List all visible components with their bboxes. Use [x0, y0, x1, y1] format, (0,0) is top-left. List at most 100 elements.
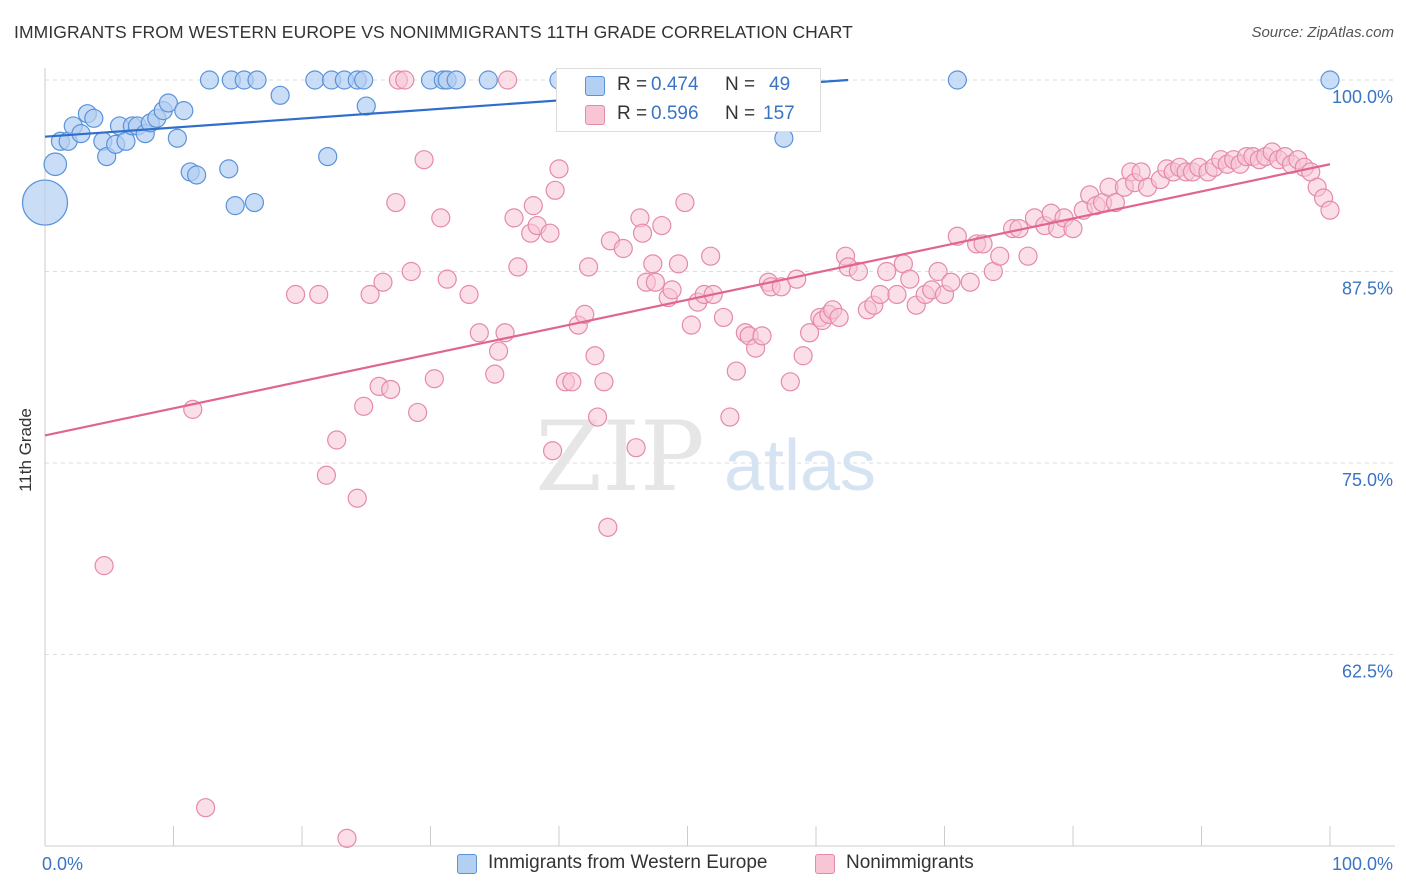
pink-point [401, 261, 421, 282]
legend-n-label: N = [725, 74, 756, 95]
tick-labels: 62.5% 75.0% 87.5% 100.0% 0.0% 100.0% [42, 87, 1393, 874]
pink-point [887, 284, 907, 305]
pink-point [523, 196, 543, 216]
pink-point [713, 307, 734, 328]
pink-point [652, 215, 672, 236]
legend-swatch-blue [585, 76, 605, 96]
blue-point [354, 70, 374, 90]
legend-n-value-blue: 49 [769, 74, 791, 95]
bottom-legend-label-blue: Immigrants from Western Europe [488, 852, 768, 873]
legend-r-value-blue: 0.474 [651, 74, 699, 95]
pink-point [545, 180, 565, 200]
pink-point [870, 284, 890, 305]
legend-n-value-pink: 157 [763, 103, 795, 124]
pink-point [587, 407, 608, 427]
pink-point [347, 488, 367, 508]
pink-point [354, 396, 374, 416]
blue-point [187, 165, 207, 185]
watermark: ZIP atlas [535, 401, 876, 513]
pink-point [645, 272, 665, 292]
legend-swatch-pink [585, 105, 605, 125]
pink-point [632, 223, 653, 243]
blue-point [21, 179, 69, 226]
blue-point [199, 70, 220, 90]
pink-point [381, 379, 401, 400]
legend-r-label: R = [617, 74, 648, 95]
pink-point [594, 372, 614, 392]
legend-row-blue: R = 0.474 N = 49 [557, 71, 820, 101]
pink-point [877, 261, 897, 282]
blue-point [174, 101, 194, 121]
pink-point [1018, 246, 1038, 266]
y-tick-label: 75.0% [1342, 470, 1393, 490]
pink-point [626, 438, 646, 458]
pink-point [578, 257, 599, 277]
pink-point [414, 150, 434, 170]
blue-point [1320, 70, 1340, 90]
watermark-atlas: atlas [724, 426, 876, 506]
y-axis-label-box: 11th Grade [6, 400, 46, 500]
pink-point [549, 159, 569, 179]
pink-point [504, 208, 524, 228]
pink-point [928, 261, 948, 282]
pink-point [540, 223, 560, 243]
pink-point [327, 430, 347, 450]
pink-point [643, 254, 663, 274]
pink-point [947, 226, 967, 246]
pink-point [752, 326, 772, 346]
pink-point [489, 341, 509, 361]
blue-point [84, 108, 104, 128]
pink-point [360, 284, 380, 305]
pink-series-points [94, 70, 1340, 848]
blue-point [318, 147, 338, 167]
pink-point [575, 304, 595, 324]
pink-point [408, 402, 428, 423]
pink-point [771, 277, 791, 297]
blue-point [225, 196, 245, 216]
y-tick-label: 62.5% [1342, 662, 1393, 682]
pink-point [681, 315, 701, 335]
pink-point [431, 208, 451, 228]
axes [44, 68, 1395, 847]
pink-point [726, 361, 746, 381]
pink-point [485, 364, 505, 384]
pink-point [829, 307, 849, 328]
pink-point [1063, 219, 1083, 239]
watermark-zip: ZIP [535, 401, 704, 513]
pink-point [508, 257, 528, 277]
pink-point [395, 70, 415, 90]
pink-point [613, 238, 633, 259]
bottom-legend-label-pink: Nonimmigrants [846, 852, 974, 873]
bottom-legend-swatch-blue [457, 854, 477, 874]
blue-point [43, 152, 68, 177]
pink-point [701, 246, 721, 266]
pink-point [542, 441, 563, 461]
blue-point [446, 70, 466, 90]
pink-point [562, 372, 582, 392]
y-axis-label: 11th Grade [16, 408, 35, 492]
trend-lines [44, 78, 1331, 437]
pink-point [424, 369, 444, 389]
pink-point [662, 280, 682, 300]
legend-n-label: N = [725, 103, 756, 124]
pink-point [459, 284, 479, 305]
pink-point [990, 246, 1010, 266]
pink-point [437, 269, 457, 289]
blue-point [158, 93, 178, 113]
chart-title: IMMIGRANTS FROM WESTERN EUROPE VS NONIMM… [14, 22, 853, 42]
pink-point [196, 798, 216, 818]
blue-point [167, 128, 187, 148]
correlation-legend: R = 0.474 N = 49 R = 0.596 N = 157 [556, 68, 821, 132]
pink-point [498, 70, 518, 90]
pink-point [941, 272, 961, 292]
pink-point [675, 192, 695, 213]
pink-point [585, 346, 605, 366]
pink-point [1320, 200, 1340, 220]
pink-point [94, 556, 114, 576]
y-tick-label: 87.5% [1342, 279, 1393, 299]
pink-point [848, 261, 869, 282]
pink-point [799, 323, 820, 343]
y-tick-label: 100.0% [1332, 87, 1393, 107]
blue-point [947, 70, 967, 90]
